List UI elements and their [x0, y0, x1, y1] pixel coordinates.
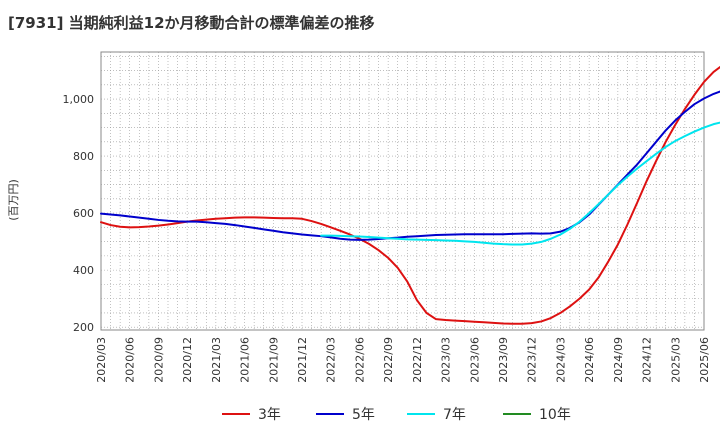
x-tick-label: 2021/06	[239, 337, 252, 383]
x-tick-label: 2023/03	[440, 337, 453, 383]
x-tick-label: 2021/09	[267, 337, 280, 383]
y-tick-label: 800	[73, 150, 94, 163]
x-tick-label: 2020/09	[152, 337, 165, 383]
x-tick-label: 2024/06	[583, 337, 596, 383]
y-tick-label: 400	[73, 264, 94, 277]
y-tick-label: 600	[73, 207, 94, 220]
x-tick-label: 2022/12	[411, 337, 424, 383]
x-tick-label: 2020/12	[181, 337, 194, 383]
y-axis-label: (百万円)	[7, 179, 20, 221]
x-tick-label: 2024/03	[554, 337, 567, 383]
y-tick-label: 1,000	[63, 93, 95, 106]
x-tick-label: 2020/06	[124, 337, 137, 383]
x-tick-label: 2024/12	[641, 337, 654, 383]
x-tick-label: 2021/12	[296, 337, 309, 383]
x-tick-label: 2023/06	[468, 337, 481, 383]
legend-label: 5年	[352, 407, 375, 423]
x-tick-label: 2025/06	[698, 337, 711, 383]
series-line-3年	[100, 65, 720, 325]
x-tick-label: 2022/09	[382, 337, 395, 383]
series-line-7年	[320, 121, 720, 246]
x-tick-label: 2025/03	[669, 337, 682, 383]
x-tick-label: 2020/03	[95, 337, 108, 383]
y-tick-label: 200	[73, 321, 94, 334]
x-tick-label: 2023/09	[497, 337, 510, 383]
x-tick-label: 2023/12	[526, 337, 539, 383]
x-tick-label: 2021/03	[210, 337, 223, 383]
legend-label: 10年	[539, 407, 571, 423]
x-tick-label: 2022/06	[353, 337, 366, 383]
x-tick-label: 2022/03	[325, 337, 338, 383]
series-line-5年	[100, 90, 720, 241]
plot-area	[100, 51, 705, 331]
legend-label: 7年	[443, 407, 466, 423]
x-tick-label: 2024/09	[612, 337, 625, 383]
chart-title: [7931] 当期純利益12か月移動合計の標準偏差の推移	[8, 14, 375, 32]
legend-label: 3年	[258, 407, 281, 423]
